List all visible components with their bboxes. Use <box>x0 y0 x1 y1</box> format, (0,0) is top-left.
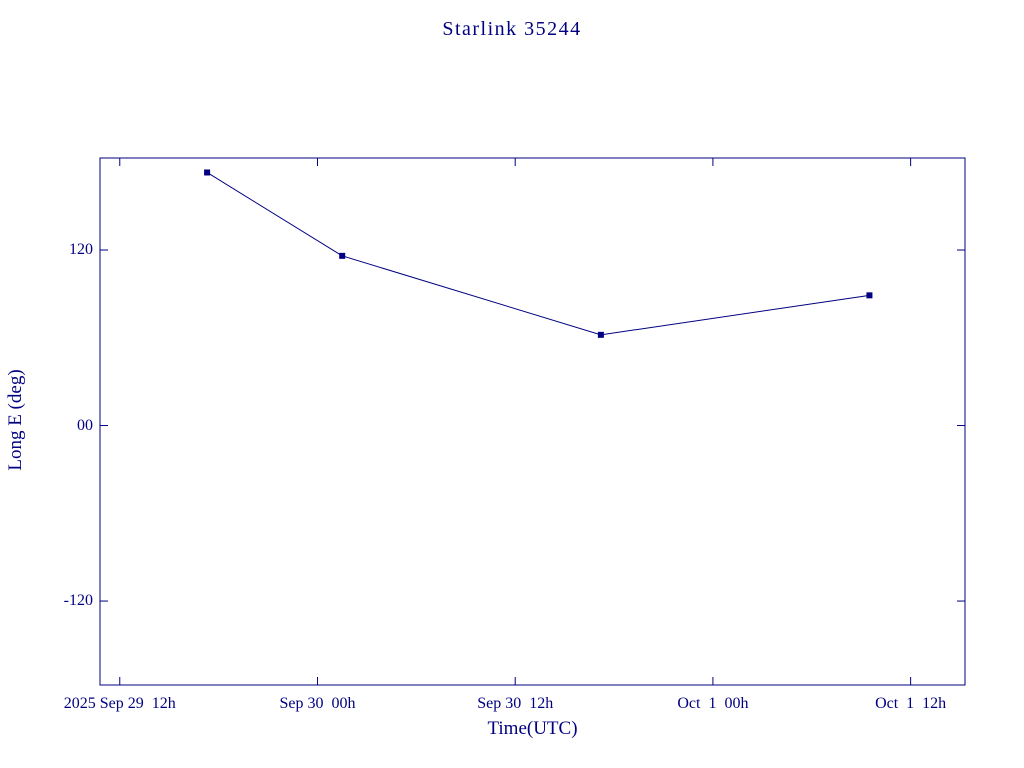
x-tick-label: Oct 1 12h <box>875 695 947 712</box>
data-line <box>206 172 870 336</box>
plot-frame <box>99 157 966 686</box>
y-tick-label: -120 <box>63 592 93 610</box>
data-point-marker <box>339 252 346 259</box>
x-tick-label: Sep 30 12h <box>477 695 554 712</box>
x-axis-label: Time(UTC) <box>487 718 578 739</box>
y-tick-label: 00 <box>77 416 93 434</box>
data-point-marker <box>866 292 873 299</box>
data-point-marker <box>597 331 604 338</box>
y-tick-label: 120 <box>69 241 93 258</box>
x-tick-label: Sep 30 00h <box>279 695 356 712</box>
x-tick-label: Oct 1 00h <box>677 695 749 712</box>
x-tick-label: 2025 Sep 29 12h <box>63 695 176 712</box>
chart-title: Starlink 35244 <box>442 18 582 40</box>
data-point-marker <box>204 169 211 176</box>
